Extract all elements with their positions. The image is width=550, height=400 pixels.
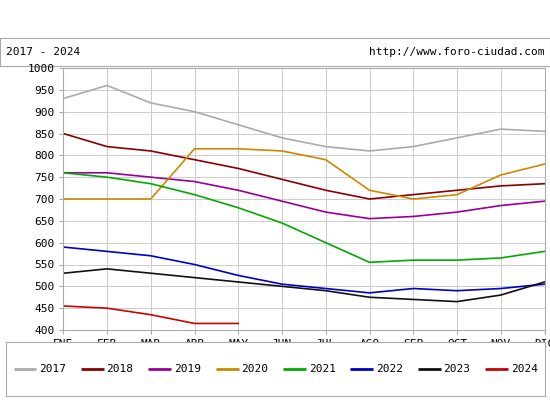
Text: 2021: 2021 <box>309 364 336 374</box>
Text: 2018: 2018 <box>107 364 134 374</box>
Text: 2024: 2024 <box>511 364 538 374</box>
Text: 2019: 2019 <box>174 364 201 374</box>
Text: 2022: 2022 <box>376 364 403 374</box>
Text: http://www.foro-ciudad.com: http://www.foro-ciudad.com <box>369 47 544 57</box>
Text: 2023: 2023 <box>443 364 470 374</box>
Text: Evolucion del paro registrado en Caldas de Reis: Evolucion del paro registrado en Caldas … <box>92 12 458 26</box>
Text: 2020: 2020 <box>241 364 268 374</box>
Text: 2017 - 2024: 2017 - 2024 <box>6 47 80 57</box>
Text: 2017: 2017 <box>39 364 66 374</box>
